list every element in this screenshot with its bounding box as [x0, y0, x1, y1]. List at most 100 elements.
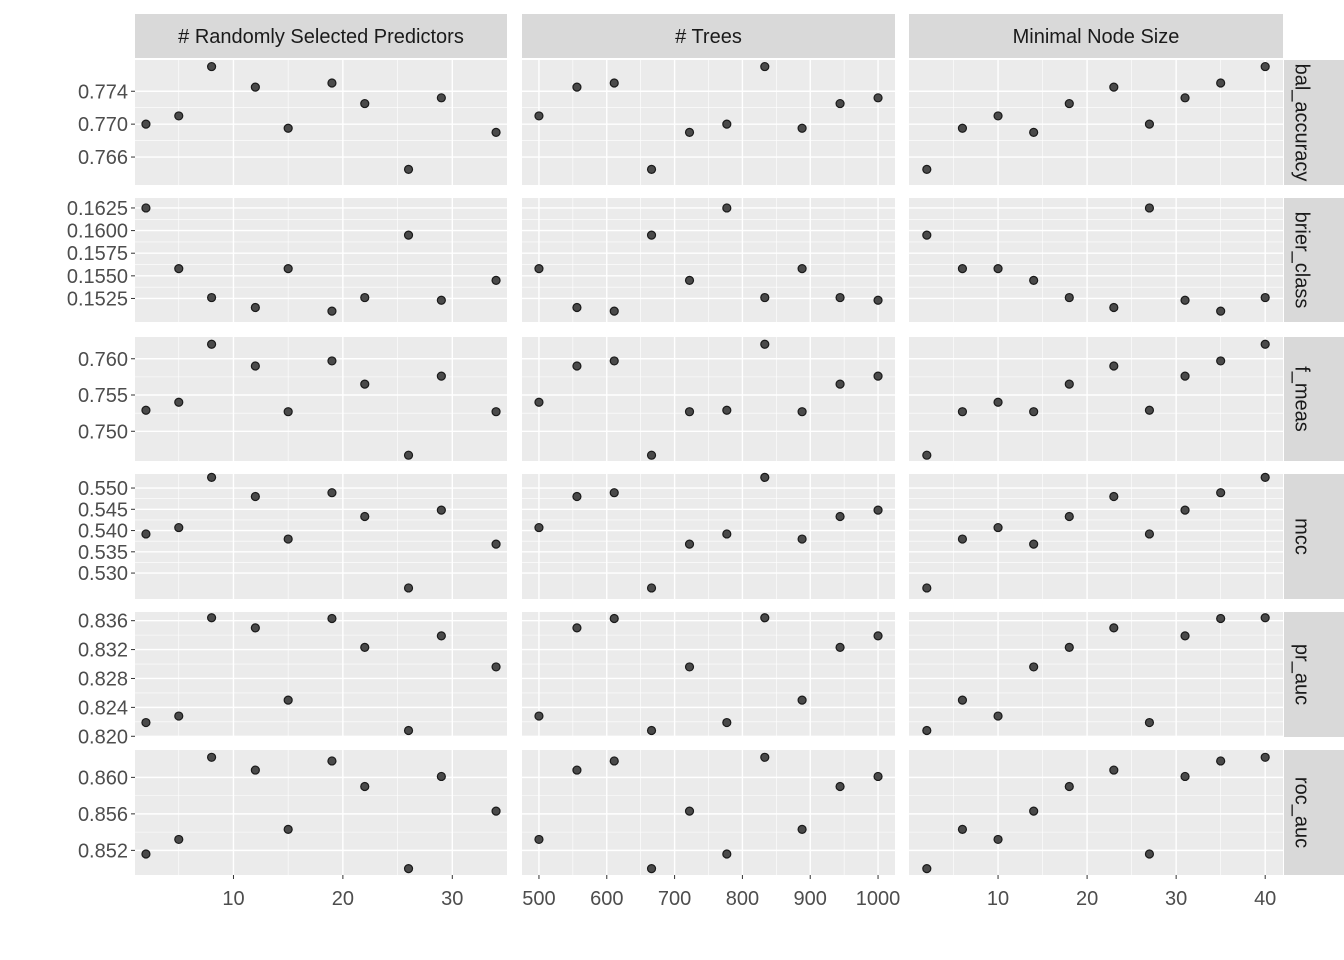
data-point	[572, 765, 582, 775]
y-tick-label: 0.820	[78, 726, 128, 748]
data-point	[760, 472, 770, 483]
data-point	[572, 82, 582, 92]
facet-panel	[909, 750, 1283, 875]
data-point	[797, 534, 807, 544]
data-point	[1260, 339, 1270, 349]
data-point	[609, 756, 619, 766]
data-point	[760, 752, 770, 762]
y-tick-label: 0.535	[78, 542, 128, 564]
data-point	[835, 511, 845, 522]
data-point	[534, 397, 544, 407]
data-point	[403, 725, 414, 736]
y-tick-label: 0.1550	[67, 266, 128, 288]
data-point	[206, 61, 217, 72]
data-point	[174, 522, 184, 533]
data-point	[835, 642, 845, 653]
data-point	[141, 717, 151, 728]
data-point	[722, 529, 732, 539]
data-point	[403, 450, 414, 460]
facet-panel	[522, 337, 895, 461]
data-point	[835, 98, 845, 109]
x-tick-label: 500	[522, 888, 555, 910]
data-point	[283, 407, 293, 417]
data-point	[360, 511, 370, 522]
x-tick-label: 30	[1165, 888, 1187, 910]
data-point	[250, 765, 260, 775]
data-point	[491, 806, 501, 816]
data-point	[283, 123, 293, 133]
data-point	[760, 61, 770, 72]
data-point	[534, 111, 544, 121]
row-strip-label: roc_auc	[1291, 777, 1313, 848]
facet-panel	[522, 612, 895, 737]
data-point	[283, 263, 293, 274]
data-point	[1109, 302, 1119, 313]
data-point	[436, 505, 446, 515]
data-point	[360, 292, 370, 303]
data-point	[534, 711, 544, 721]
data-point	[491, 662, 501, 672]
data-point	[572, 491, 582, 502]
row-strip: bal_accuracy	[1284, 60, 1344, 185]
data-point	[327, 356, 337, 366]
row-strip: mcc	[1284, 474, 1344, 599]
data-point	[797, 123, 807, 133]
data-point	[922, 583, 932, 593]
data-point	[174, 711, 184, 721]
data-point	[1216, 613, 1226, 624]
data-point	[1260, 752, 1270, 762]
data-point	[722, 203, 732, 213]
y-tick-label: 0.774	[78, 81, 128, 103]
data-point	[873, 371, 883, 381]
data-point	[760, 339, 770, 349]
data-point	[957, 695, 968, 705]
x-tick-label: 900	[794, 888, 827, 910]
data-point	[609, 613, 619, 624]
data-point	[1260, 292, 1270, 303]
data-point	[491, 127, 501, 137]
data-point	[491, 407, 501, 417]
y-tick-label: 0.760	[78, 349, 128, 371]
data-point	[722, 717, 732, 728]
data-point	[206, 339, 217, 349]
y-tick-label: 0.860	[78, 767, 128, 789]
data-point	[250, 82, 260, 92]
facet-panel	[135, 60, 507, 185]
data-point	[436, 371, 446, 381]
data-point	[534, 522, 544, 533]
data-point	[141, 529, 151, 539]
data-point	[1109, 765, 1119, 775]
data-point	[957, 407, 968, 417]
data-point	[572, 361, 582, 371]
data-point	[1180, 505, 1190, 515]
y-tick-label: 0.766	[78, 147, 128, 169]
data-point	[1216, 488, 1226, 498]
row-strip-label: bal_accuracy	[1291, 64, 1313, 182]
data-point	[141, 405, 151, 415]
data-point	[1260, 472, 1270, 483]
data-point	[609, 488, 619, 498]
data-point	[360, 781, 370, 792]
column-strip: Minimal Node Size	[909, 14, 1283, 58]
y-tick-label: 0.824	[78, 697, 128, 719]
x-tick-label: 700	[658, 888, 691, 910]
data-point	[646, 164, 657, 174]
data-point	[1109, 361, 1119, 371]
data-point	[1109, 82, 1119, 92]
y-tick-label: 0.750	[78, 421, 128, 443]
data-point	[141, 849, 151, 859]
data-point	[206, 472, 217, 483]
data-point	[873, 771, 883, 782]
data-point	[957, 263, 968, 274]
data-point	[360, 642, 370, 653]
data-point	[250, 623, 260, 633]
x-tick-label: 20	[1076, 888, 1098, 910]
data-point	[993, 711, 1003, 721]
data-point	[534, 263, 544, 274]
data-point	[1144, 405, 1155, 415]
data-point	[572, 302, 582, 313]
data-point	[760, 292, 770, 303]
data-point	[957, 534, 968, 544]
data-point	[141, 119, 151, 129]
